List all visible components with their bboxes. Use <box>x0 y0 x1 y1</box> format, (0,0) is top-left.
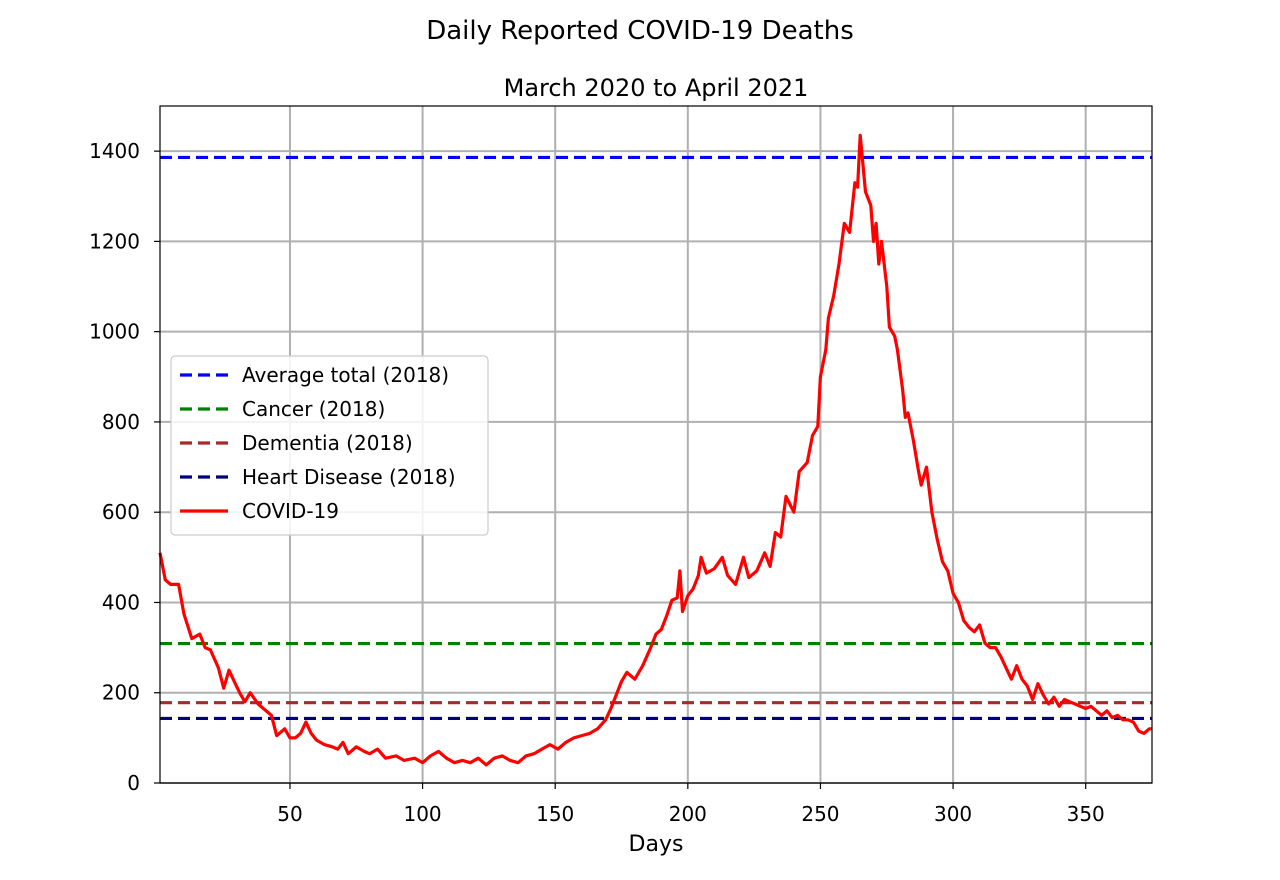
legend-box <box>170 355 489 536</box>
y-tick-label: 0 <box>127 771 140 795</box>
y-tick-label: 1200 <box>89 229 140 253</box>
x-axis-label: Days <box>629 832 684 857</box>
y-tick-label: 1400 <box>89 139 140 163</box>
x-tick-label: 300 <box>934 802 972 826</box>
x-tick-label: 100 <box>403 802 441 826</box>
x-tick-label: 250 <box>801 802 839 826</box>
chart-legend: Average total (2018) Cancer (2018) Dementi… <box>170 355 489 536</box>
y-tick-label: 600 <box>102 500 140 524</box>
data-series <box>158 133 1152 767</box>
legend-label: COVID-19 <box>242 499 339 523</box>
chart-title: Daily Reported COVID-19 Deaths <box>426 16 854 46</box>
x-tick-label: 150 <box>536 802 574 826</box>
y-tick-label: 800 <box>102 410 140 434</box>
legend-label: Average total (2018) <box>242 363 449 387</box>
legend-label: Heart Disease (2018) <box>242 465 456 489</box>
x-axis-ticks: 50 100 150 200 250 300 350 <box>277 783 1105 826</box>
x-tick-label: 200 <box>669 802 707 826</box>
x-tick-label: 50 <box>277 802 302 826</box>
y-tick-label: 200 <box>102 681 140 705</box>
series-line-covid-19 <box>158 133 1152 767</box>
y-axis-ticks: 0 200 400 600 800 1000 1200 1400 <box>89 139 160 795</box>
chart-subtitle: March 2020 to April 2021 <box>504 74 809 102</box>
x-tick-label: 350 <box>1067 802 1105 826</box>
legend-label: Dementia (2018) <box>242 431 413 455</box>
legend-label: Cancer (2018) <box>242 397 385 421</box>
y-tick-label: 400 <box>102 590 140 614</box>
y-tick-label: 1000 <box>89 320 140 344</box>
reference-lines <box>160 155 1152 721</box>
plot-frame <box>159 105 1153 784</box>
